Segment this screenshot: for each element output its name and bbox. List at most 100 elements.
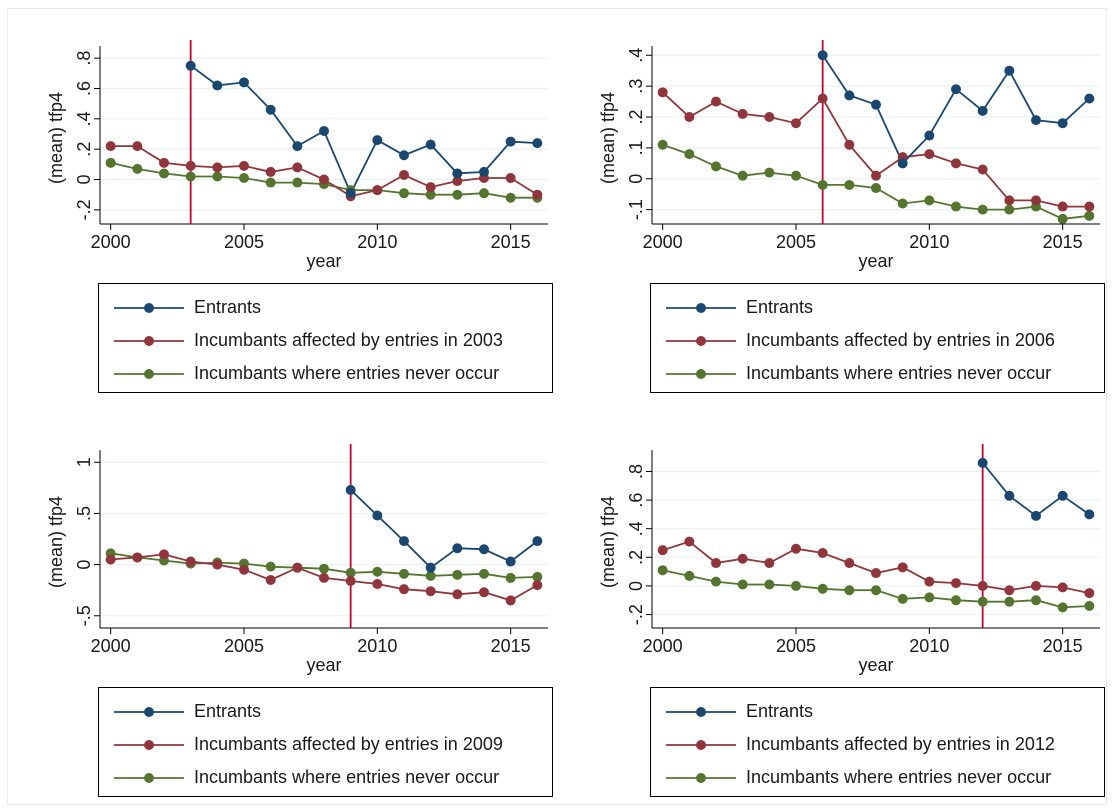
legend-swatch bbox=[666, 740, 736, 750]
data-point-never bbox=[319, 563, 329, 574]
data-point-affected bbox=[292, 162, 303, 173]
x-axis-title: year bbox=[306, 251, 341, 271]
data-point-never bbox=[265, 177, 276, 188]
data-point-entrants bbox=[532, 138, 543, 149]
data-point-never bbox=[479, 188, 489, 199]
y-tick-label: .5 bbox=[74, 506, 94, 521]
data-point-never bbox=[951, 595, 961, 606]
data-point-entrants bbox=[1057, 490, 1068, 501]
data-point-affected bbox=[1057, 582, 1068, 593]
y-tick-label: .1 bbox=[626, 140, 646, 155]
legend-label: Incumbants affected by entries in 2006 bbox=[746, 330, 1055, 350]
data-point-affected bbox=[212, 559, 223, 570]
y-tick-label: .8 bbox=[626, 464, 646, 479]
x-tick-label: 2015 bbox=[491, 636, 531, 656]
x-tick-label: 2000 bbox=[91, 636, 131, 656]
legend-item-never: Incumbants where entries never occur bbox=[99, 360, 552, 388]
data-point-entrants bbox=[897, 158, 908, 169]
figure-frame: -.2 0 .2 .4 .6 .8 (mean) tfp4 2000 2005 2010 2015 y… bbox=[7, 8, 1107, 805]
legend: Entrants Incumbants affected by entries i… bbox=[98, 687, 553, 797]
data-point-affected bbox=[977, 164, 988, 175]
legend-label: Incumbants affected by entries in 2003 bbox=[194, 330, 503, 350]
data-point-entrants bbox=[1031, 510, 1041, 521]
y-axis-title: (mean) tfp4 bbox=[46, 496, 66, 588]
data-point-entrants bbox=[372, 510, 383, 521]
legend: Entrants Incumbants affected by entries i… bbox=[650, 687, 1105, 797]
legend-label: Entrants bbox=[746, 701, 814, 721]
y-tick-label: .4 bbox=[626, 48, 646, 63]
legend-item-never: Incumbants where entries never occur bbox=[651, 360, 1104, 388]
data-point-entrants bbox=[452, 543, 463, 554]
data-point-entrants bbox=[505, 556, 516, 567]
data-point-never bbox=[817, 179, 828, 190]
data-point-never bbox=[399, 568, 409, 579]
data-point-never bbox=[1084, 210, 1095, 221]
data-point-never bbox=[292, 177, 303, 188]
y-tick-label: .3 bbox=[626, 79, 646, 94]
data-point-entrants bbox=[399, 536, 409, 547]
legend: Entrants Incumbants affected by entries i… bbox=[98, 283, 553, 393]
data-point-never bbox=[345, 567, 356, 578]
data-point-affected bbox=[399, 584, 409, 595]
data-point-affected bbox=[737, 553, 748, 564]
panel-1: -.2 0 .2 .4 .6 .8 (mean) tfp4 2000 2005 2010 2015 y… bbox=[8, 9, 553, 404]
y-tick-label: 0 bbox=[626, 174, 646, 184]
chart-svg: -.5 0 .5 1 (mean) tfp4 2000 2005 2010 2015 year bbox=[46, 444, 548, 675]
panel-2: -.1 0 .1 .2 .3 .4 (mean) tfp4 2000 2005 2010 2015 y… bbox=[560, 9, 1105, 404]
data-point-entrants bbox=[345, 484, 356, 495]
data-point-entrants bbox=[185, 60, 196, 71]
data-point-affected bbox=[951, 158, 961, 169]
data-point-affected bbox=[452, 176, 463, 187]
x-tick-label: 2000 bbox=[643, 636, 683, 656]
data-point-affected bbox=[532, 580, 543, 591]
x-tick-label: 2015 bbox=[491, 232, 531, 252]
data-point-affected bbox=[951, 578, 961, 589]
chart-svg: -.2 0 .2 .4 .6 .8 (mean) tfp4 2000 2005 2010 2015 y… bbox=[598, 444, 1100, 675]
data-point-entrants bbox=[1004, 65, 1015, 76]
data-point-entrants bbox=[292, 141, 303, 152]
data-point-entrants bbox=[951, 84, 961, 95]
data-point-entrants bbox=[977, 105, 988, 116]
data-point-never bbox=[1057, 213, 1068, 224]
data-point-never bbox=[505, 572, 516, 583]
data-point-affected bbox=[292, 562, 303, 573]
data-point-affected bbox=[505, 173, 516, 183]
data-point-entrants bbox=[844, 90, 855, 101]
data-point-affected bbox=[764, 112, 775, 123]
data-point-affected bbox=[871, 170, 881, 181]
data-point-never bbox=[452, 189, 463, 200]
data-point-never bbox=[737, 170, 748, 181]
legend-swatch bbox=[114, 773, 184, 783]
chart-svg: -.1 0 .1 .2 .3 .4 (mean) tfp4 2000 2005 2010 2015 y… bbox=[598, 40, 1100, 271]
data-point-affected bbox=[791, 543, 801, 554]
data-point-affected bbox=[105, 141, 116, 152]
y-tick-label: -.2 bbox=[74, 199, 94, 220]
legend-swatch bbox=[666, 303, 736, 313]
data-point-entrants bbox=[425, 139, 436, 150]
data-point-affected bbox=[1004, 585, 1015, 596]
x-tick-label: 2005 bbox=[224, 636, 264, 656]
legend-swatch bbox=[666, 707, 736, 717]
data-point-never bbox=[924, 592, 935, 603]
data-point-affected bbox=[657, 545, 668, 556]
legend-swatch bbox=[114, 369, 184, 379]
legend-swatch bbox=[666, 369, 736, 379]
data-point-affected bbox=[319, 572, 329, 583]
data-point-entrants bbox=[372, 135, 383, 146]
data-point-entrants bbox=[479, 544, 489, 555]
data-point-affected bbox=[159, 549, 169, 560]
data-point-affected bbox=[844, 139, 855, 150]
data-point-entrants bbox=[1004, 490, 1015, 501]
legend-label: Incumbants where entries never occur bbox=[746, 363, 1052, 383]
x-tick-label: 2005 bbox=[776, 232, 816, 252]
data-point-affected bbox=[239, 160, 249, 171]
legend-item-entrants: Entrants bbox=[651, 698, 1104, 726]
legend-item-never: Incumbants where entries never occur bbox=[651, 764, 1104, 792]
legend: Entrants Incumbants affected by entries i… bbox=[650, 283, 1105, 393]
data-point-affected bbox=[319, 174, 329, 185]
data-point-entrants bbox=[1084, 509, 1095, 520]
data-point-affected bbox=[212, 162, 223, 173]
data-point-never bbox=[657, 139, 668, 150]
x-tick-label: 2005 bbox=[776, 636, 816, 656]
data-point-affected bbox=[684, 536, 695, 547]
